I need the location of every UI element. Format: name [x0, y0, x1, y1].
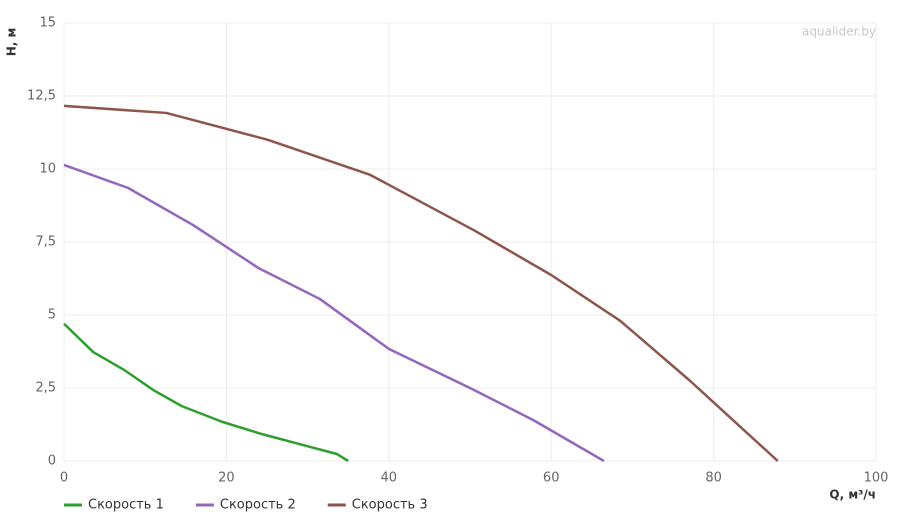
series-line: [63, 163, 605, 463]
series-line: [63, 322, 349, 463]
y-tick-label: 15: [39, 16, 56, 31]
legend-label: Скорость 1: [88, 498, 164, 513]
y-tick-label: 5: [48, 308, 56, 323]
y-tick-label: 7,5: [35, 235, 56, 250]
x-tick-label: 20: [218, 471, 235, 486]
x-tick-label: 80: [705, 471, 722, 486]
legend-label: Скорость 3: [352, 498, 428, 513]
y-axis-title: H, м: [5, 28, 19, 57]
x-axis-title: Q, м³/ч: [829, 488, 876, 502]
y-tick-label: 10: [39, 162, 56, 177]
x-tick-label: 40: [381, 471, 398, 486]
legend-label: Скорость 2: [220, 498, 296, 513]
series-line: [63, 104, 779, 462]
x-tick-label: 60: [543, 471, 560, 486]
watermark: aqualider.by: [802, 25, 876, 39]
y-tick-label: 2,5: [35, 381, 56, 396]
y-tick-label: 12,5: [27, 89, 56, 104]
y-tick-label: 0: [48, 454, 56, 469]
x-tick-label: 0: [60, 471, 68, 486]
x-tick-label: 100: [864, 471, 889, 486]
